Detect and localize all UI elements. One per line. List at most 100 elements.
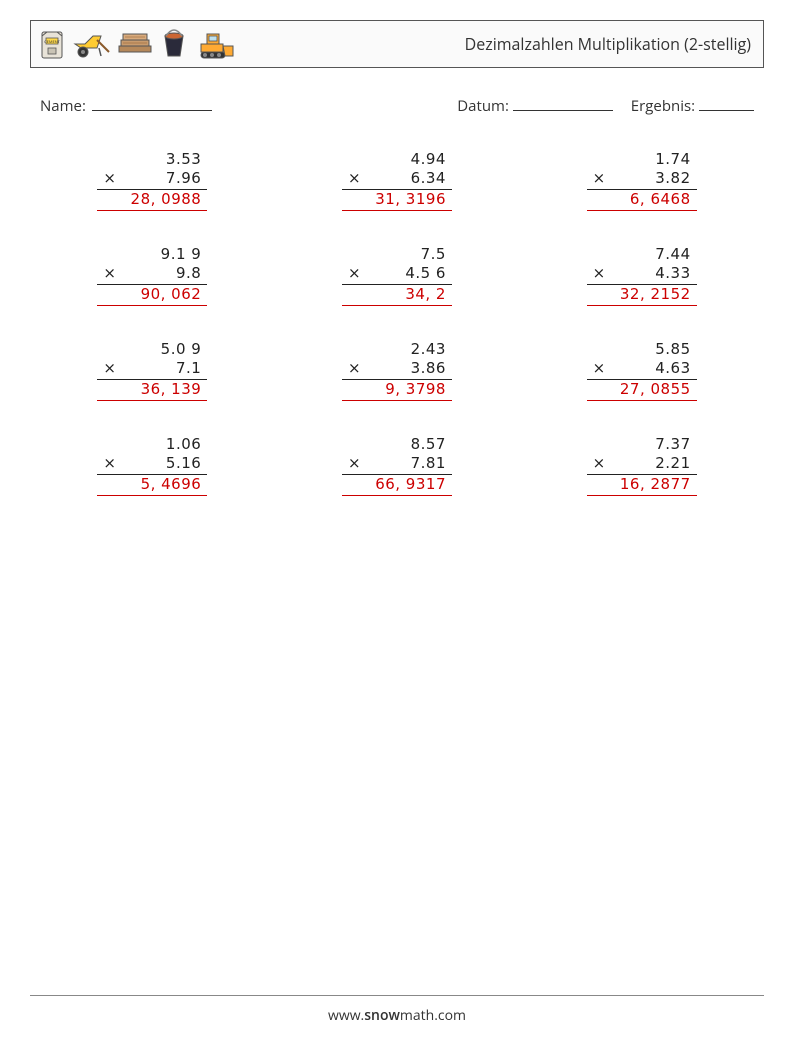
answer: 6, 6468 [630, 190, 691, 210]
problems-grid: 3.53×7.9628, 09884.94×6.3431, 31961.74×3… [30, 150, 764, 496]
multiplicand: 8.57 [360, 435, 446, 454]
multiplicand: 1.06 [115, 435, 201, 454]
multiplicand-row: 9.1 9 [97, 245, 207, 264]
meta-date: Datum: [457, 96, 613, 116]
multiplicand-row: 5.0 9 [97, 340, 207, 359]
operator: × [103, 359, 115, 378]
date-blank[interactable] [513, 97, 613, 111]
operator: × [593, 454, 605, 473]
operator: × [348, 359, 360, 378]
multiplication-problem: 2.43×3.869, 3798 [342, 340, 452, 401]
footer-brand: snow [364, 1006, 400, 1025]
operator: × [593, 359, 605, 378]
multiplier-row: ×4.33 [587, 264, 697, 285]
multiplicand-row: 1.74 [587, 150, 697, 169]
operator: × [593, 169, 605, 188]
operator: × [348, 264, 360, 283]
answer: 32, 2152 [620, 285, 691, 305]
multiplication-problem: 8.57×7.8166, 9317 [342, 435, 452, 496]
multiplicand: 5.85 [605, 340, 691, 359]
footer: www.snowmath.com [30, 995, 764, 1025]
operator: × [103, 454, 115, 473]
multiplier-row: ×7.81 [342, 454, 452, 475]
multiplicand: 5.0 9 [115, 340, 201, 359]
multiplier-row: ×7.96 [97, 169, 207, 190]
multiplier: 7.96 [115, 169, 201, 188]
multiplier: 4.63 [605, 359, 691, 378]
multiplication-problem: 7.44×4.3332, 2152 [587, 245, 697, 306]
answer: 31, 3196 [375, 190, 446, 210]
multiplicand-row: 7.5 [342, 245, 452, 264]
problem-cell: 1.06×5.165, 4696 [30, 435, 275, 496]
answer-row: 36, 139 [97, 380, 207, 402]
multiplicand-row: 7.37 [587, 435, 697, 454]
meta-row: Name: Datum: Ergebnis: [40, 96, 754, 116]
multiplicand: 2.43 [360, 340, 446, 359]
problem-cell: 4.94×6.34 31, 3196 [275, 150, 520, 211]
problem-cell: 5.85×4.6327, 0855 [519, 340, 764, 401]
problem-cell: 1.74×3.826, 6468 [519, 150, 764, 211]
answer-row: 66, 9317 [342, 475, 452, 497]
operator: × [103, 264, 115, 283]
footer-suffix: math.com [400, 1006, 466, 1025]
problem-cell: 7.44×4.3332, 2152 [519, 245, 764, 306]
multiplication-problem: 7.37×2.2116, 2877 [587, 435, 697, 496]
problem-cell: 9.1 9×9.890, 062 [30, 245, 275, 306]
result-blank[interactable] [699, 97, 754, 111]
operator: × [593, 264, 605, 283]
answer-row: 16, 2877 [587, 475, 697, 497]
wheelbarrow-icon [71, 26, 111, 62]
date-label: Datum: [457, 96, 509, 116]
multiplicand: 7.5 [360, 245, 446, 264]
multiplicand: 1.74 [605, 150, 691, 169]
multiplicand-row: 4.94 [342, 150, 452, 169]
multiplicand-row: 8.57 [342, 435, 452, 454]
answer: 34, 2 [405, 285, 446, 305]
operator: × [348, 169, 360, 188]
bulldozer-icon [193, 26, 237, 62]
problem-cell: 2.43×3.869, 3798 [275, 340, 520, 401]
multiplication-problem: 7.5×4.5 634, 2 [342, 245, 452, 306]
multiplication-problem: 5.0 9×7.1 36, 139 [97, 340, 207, 401]
multiplier-row: ×4.5 6 [342, 264, 452, 285]
multiplier: 4.5 6 [360, 264, 446, 283]
answer-row: 27, 0855 [587, 380, 697, 402]
multiplicand-row: 3.53 [97, 150, 207, 169]
multiplier: 6.34 [360, 169, 446, 188]
multiplication-problem: 9.1 9×9.890, 062 [97, 245, 207, 306]
answer-row: 5, 4696 [97, 475, 207, 497]
header-icons: CEMENT [37, 26, 237, 62]
name-label: Name: [40, 96, 86, 116]
answer-row: 6, 6468 [587, 190, 697, 212]
answer-row: 9, 3798 [342, 380, 452, 402]
multiplier-row: ×3.86 [342, 359, 452, 380]
answer: 9, 3798 [385, 380, 446, 400]
answer: 5, 4696 [141, 475, 202, 495]
answer: 28, 0988 [131, 190, 202, 210]
footer-prefix: www. [328, 1006, 364, 1025]
answer-row: 90, 062 [97, 285, 207, 307]
multiplier: 7.81 [360, 454, 446, 473]
multiplier-row: ×9.8 [97, 264, 207, 285]
multiplier: 4.33 [605, 264, 691, 283]
multiplication-problem: 1.74×3.826, 6468 [587, 150, 697, 211]
answer-row: 31, 3196 [342, 190, 452, 212]
answer: 36, 139 [141, 380, 202, 400]
multiplicand: 7.44 [605, 245, 691, 264]
operator: × [348, 454, 360, 473]
header-box: CEMENT [30, 20, 764, 68]
answer-row: 34, 2 [342, 285, 452, 307]
problem-cell: 5.0 9×7.1 36, 139 [30, 340, 275, 401]
multiplication-problem: 3.53×7.9628, 0988 [97, 150, 207, 211]
multiplicand: 3.53 [115, 150, 201, 169]
multiplication-problem: 4.94×6.34 31, 3196 [342, 150, 452, 211]
answer: 90, 062 [141, 285, 202, 305]
multiplicand-row: 5.85 [587, 340, 697, 359]
multiplicand: 9.1 9 [115, 245, 201, 264]
worksheet-title: Dezimalzahlen Multiplikation (2-stellig) [465, 33, 751, 55]
multiplier-row: ×4.63 [587, 359, 697, 380]
multiplicand: 7.37 [605, 435, 691, 454]
answer: 16, 2877 [620, 475, 691, 495]
multiplier: 7.1 [115, 359, 201, 378]
name-blank[interactable] [92, 97, 212, 111]
